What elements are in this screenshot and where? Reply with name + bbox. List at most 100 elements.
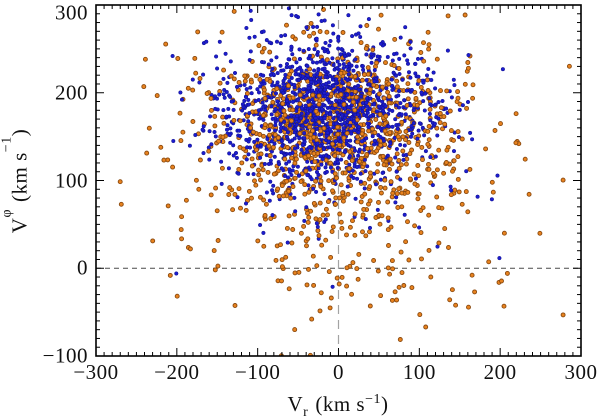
blue-sample-point bbox=[265, 136, 270, 142]
blue-sample-point bbox=[244, 157, 249, 162]
blue-sample-point bbox=[322, 192, 327, 197]
blue-sample-point bbox=[256, 90, 262, 95]
orange-sample-point bbox=[319, 242, 325, 248]
blue-sample-point bbox=[428, 155, 433, 160]
blue-sample-point bbox=[284, 134, 290, 139]
blue-sample-point bbox=[221, 92, 226, 97]
blue-sample-point bbox=[273, 128, 278, 133]
blue-sample-point bbox=[428, 102, 433, 107]
blue-sample-point bbox=[390, 58, 395, 63]
orange-sample-point bbox=[274, 86, 280, 92]
blue-sample-point bbox=[363, 169, 368, 174]
blue-sample-point bbox=[337, 62, 342, 67]
orange-sample-point bbox=[339, 274, 345, 280]
orange-sample-point bbox=[343, 160, 349, 165]
blue-sample-point bbox=[408, 39, 413, 44]
orange-sample-point bbox=[379, 213, 385, 219]
blue-sample-point bbox=[215, 66, 220, 71]
blue-sample-point bbox=[305, 173, 310, 178]
blue-sample-point bbox=[376, 104, 382, 109]
orange-sample-point bbox=[353, 94, 359, 100]
blue-sample-point bbox=[436, 100, 441, 105]
blue-sample-point bbox=[356, 153, 361, 158]
orange-sample-point bbox=[262, 212, 268, 218]
blue-sample-point bbox=[302, 131, 307, 136]
blue-sample-point bbox=[323, 217, 328, 222]
blue-sample-point bbox=[297, 87, 302, 92]
orange-sample-point bbox=[404, 102, 410, 108]
orange-sample-point bbox=[267, 49, 273, 55]
orange-sample-point bbox=[441, 170, 447, 176]
orange-sample-point bbox=[243, 207, 249, 213]
blue-sample-point bbox=[323, 87, 328, 92]
orange-sample-point bbox=[436, 147, 442, 153]
orange-sample-point bbox=[158, 144, 164, 150]
orange-sample-point bbox=[292, 327, 298, 333]
blue-sample-point bbox=[306, 47, 311, 52]
orange-sample-point bbox=[317, 200, 323, 206]
orange-sample-point bbox=[441, 114, 447, 120]
orange-sample-point bbox=[455, 89, 461, 95]
orange-sample-point bbox=[360, 77, 365, 83]
blue-sample-point bbox=[306, 183, 311, 188]
blue-sample-point bbox=[278, 63, 283, 68]
blue-sample-point bbox=[353, 57, 358, 62]
blue-sample-point bbox=[367, 82, 372, 87]
blue-sample-point bbox=[419, 90, 424, 95]
y-tick-label: 0 bbox=[77, 255, 88, 280]
blue-sample-point bbox=[238, 134, 243, 139]
orange-sample-point bbox=[236, 79, 242, 85]
blue-sample-point bbox=[396, 105, 402, 110]
orange-sample-point bbox=[462, 81, 468, 87]
orange-sample-point bbox=[190, 119, 196, 124]
blue-sample-point bbox=[248, 85, 253, 90]
x-tick-label: 100 bbox=[402, 360, 436, 384]
blue-sample-point bbox=[372, 68, 377, 73]
orange-sample-point bbox=[215, 238, 221, 243]
blue-sample-point bbox=[228, 59, 233, 64]
blue-sample-point bbox=[246, 97, 251, 102]
blue-sample-point bbox=[350, 48, 355, 53]
blue-sample-point bbox=[475, 194, 480, 199]
blue-sample-point bbox=[281, 90, 286, 95]
orange-sample-point bbox=[249, 156, 255, 162]
blue-sample-point bbox=[303, 103, 308, 108]
blue-sample-point bbox=[341, 62, 346, 67]
blue-sample-point bbox=[403, 25, 408, 30]
blue-sample-point bbox=[242, 82, 247, 87]
blue-sample-point bbox=[431, 70, 436, 75]
orange-sample-point bbox=[392, 36, 398, 42]
blue-sample-point bbox=[330, 147, 335, 152]
orange-sample-point bbox=[455, 95, 461, 101]
orange-sample-point bbox=[418, 230, 424, 236]
blue-sample-point bbox=[426, 66, 431, 72]
blue-sample-point bbox=[346, 72, 351, 77]
blue-sample-point bbox=[268, 179, 273, 184]
orange-sample-point bbox=[258, 177, 263, 183]
orange-sample-point bbox=[141, 84, 147, 90]
orange-sample-point bbox=[253, 73, 259, 79]
orange-sample-point bbox=[371, 258, 377, 263]
orange-sample-point bbox=[399, 270, 405, 276]
orange-sample-point bbox=[352, 74, 358, 79]
orange-sample-point bbox=[255, 238, 261, 244]
blue-sample-point bbox=[178, 90, 183, 95]
orange-sample-point bbox=[252, 178, 257, 184]
orange-sample-point bbox=[317, 29, 323, 34]
blue-sample-point bbox=[372, 142, 377, 147]
blue-sample-point bbox=[253, 98, 258, 104]
blue-sample-point bbox=[312, 68, 317, 73]
orange-sample-point bbox=[338, 70, 344, 76]
orange-sample-point bbox=[365, 65, 371, 71]
orange-sample-point bbox=[355, 134, 361, 140]
blue-sample-point bbox=[197, 80, 202, 85]
blue-sample-point bbox=[357, 147, 362, 152]
blue-sample-point bbox=[290, 90, 295, 95]
orange-sample-point bbox=[180, 129, 186, 135]
blue-sample-point bbox=[248, 8, 253, 13]
orange-sample-point bbox=[347, 224, 353, 230]
x-title-subscript: r bbox=[303, 405, 309, 420]
blue-sample-point bbox=[232, 70, 238, 76]
orange-sample-point bbox=[389, 258, 395, 264]
